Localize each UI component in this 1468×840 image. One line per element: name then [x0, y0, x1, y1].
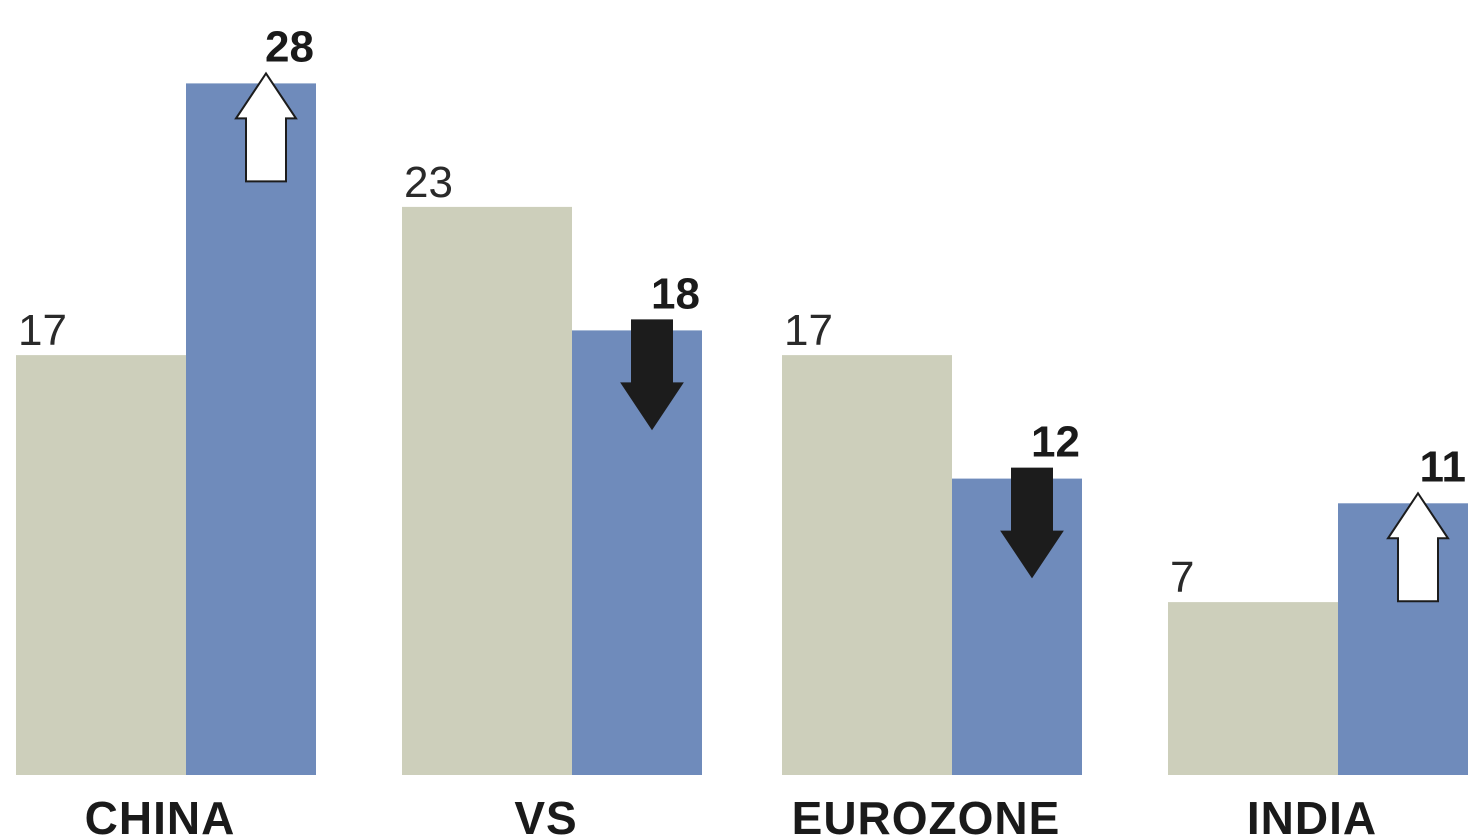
arrows-layer — [234, 71, 1450, 603]
value-label-after-china: 28 — [265, 22, 314, 71]
value-label-after-eurozone: 12 — [1031, 418, 1080, 467]
value-label-after-india: 11 — [1419, 442, 1466, 491]
arrow-up-icon-india — [1386, 491, 1450, 603]
value-label-before-vs: 23 — [404, 158, 453, 207]
category-label-india: INDIA — [1247, 792, 1377, 840]
category-label-china: CHINA — [85, 792, 236, 840]
value-label-before-china: 17 — [18, 306, 67, 355]
bar-after-china — [186, 83, 316, 775]
value-label-before-eurozone: 17 — [784, 306, 833, 355]
category-label-eurozone: EUROZONE — [792, 792, 1061, 840]
value-label-before-india: 7 — [1170, 553, 1194, 602]
bar-before-vs — [402, 206, 572, 775]
bar-before-china — [16, 355, 186, 775]
bars-layer — [16, 83, 1468, 775]
labels-layer: 17 28 CHINA 23 18 VS 17 12 EUROZONE 7 11 INDIA — [18, 22, 1466, 840]
arrow-down-icon-eurozone — [1000, 467, 1064, 579]
bar-before-eurozone — [782, 355, 952, 775]
bar-before-india — [1168, 602, 1338, 775]
category-label-vs: VS — [514, 792, 577, 840]
arrow-down-icon-vs — [620, 319, 684, 431]
arrow-up-icon-china — [234, 71, 298, 183]
value-label-after-vs: 18 — [651, 269, 700, 318]
